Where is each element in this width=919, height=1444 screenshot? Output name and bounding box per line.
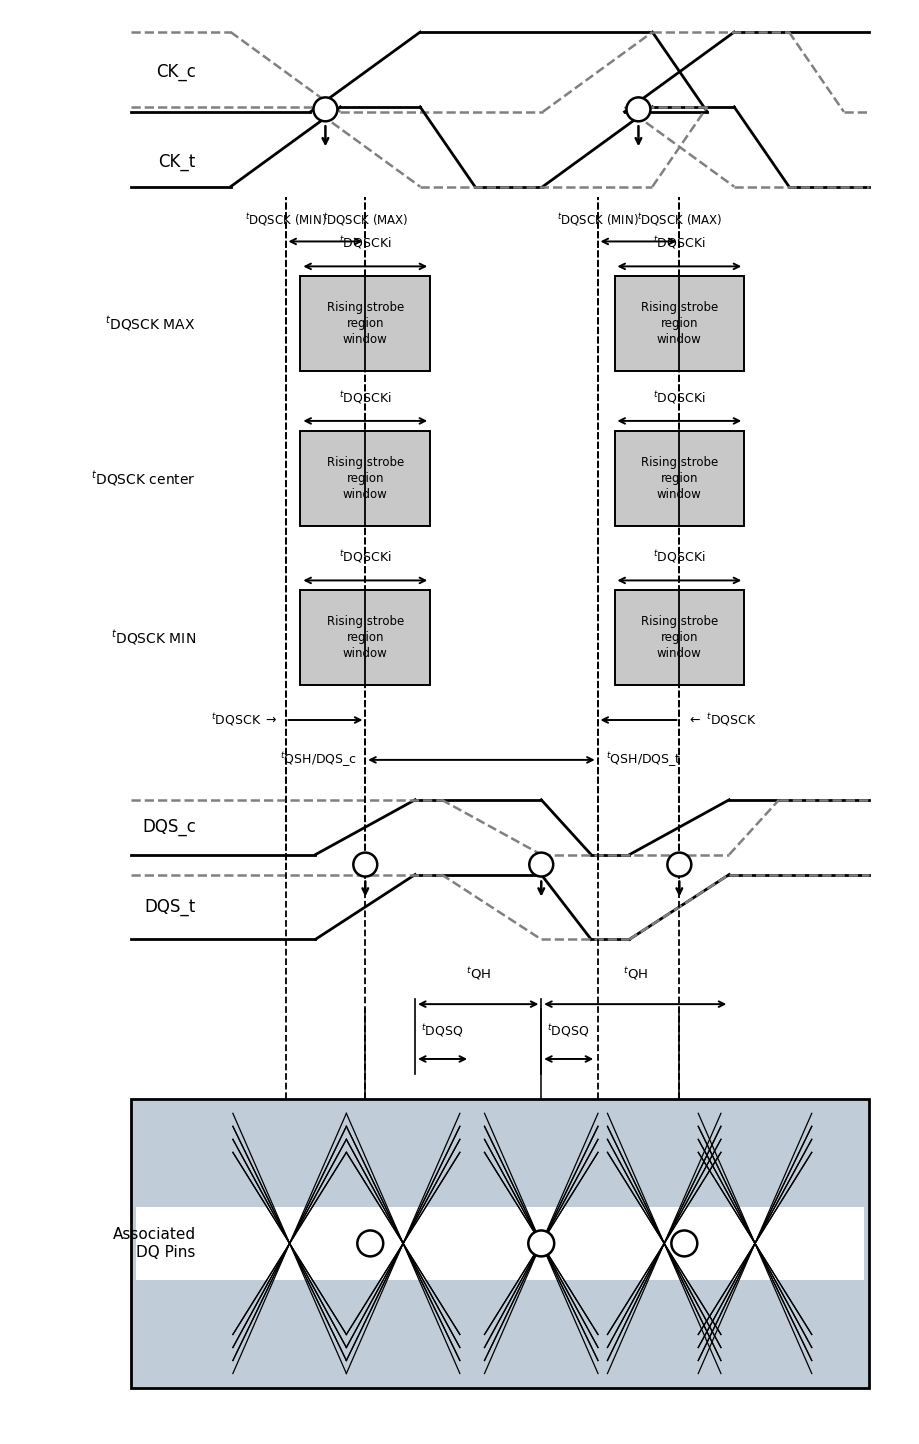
Bar: [614, 276, 743, 371]
Text: $^t$DQSCKi: $^t$DQSCKi: [652, 390, 705, 406]
Text: $^t$DQSQ: $^t$DQSQ: [421, 1022, 463, 1040]
Text: Rising strobe
region
window: Rising strobe region window: [326, 615, 403, 660]
Bar: [614, 430, 743, 526]
Circle shape: [528, 852, 552, 877]
Text: $^t$QSH/DQS_t: $^t$QSH/DQS_t: [605, 751, 680, 770]
Text: Associated
DQ Pins: Associated DQ Pins: [112, 1227, 196, 1259]
Text: Rising strobe
region
window: Rising strobe region window: [640, 456, 717, 501]
Text: $^t$DQSQ: $^t$DQSQ: [547, 1022, 589, 1040]
Circle shape: [353, 852, 377, 877]
Bar: [301, 276, 429, 371]
Text: $^t$DQSCK (MAX): $^t$DQSCK (MAX): [323, 211, 408, 228]
Bar: [301, 591, 429, 684]
Text: DQS_t: DQS_t: [144, 898, 196, 915]
Text: $^t$QH: $^t$QH: [465, 966, 490, 982]
Bar: [301, 430, 429, 526]
Text: $^t$DQSCK (MIN): $^t$DQSCK (MIN): [244, 211, 326, 228]
Circle shape: [313, 97, 337, 121]
Text: $^t$DQSCKi: $^t$DQSCKi: [652, 235, 705, 251]
Text: $^t$DQSCKi: $^t$DQSCKi: [338, 235, 391, 251]
Text: Rising strobe
region
window: Rising strobe region window: [640, 615, 717, 660]
Circle shape: [626, 97, 650, 121]
Text: $^t$DQSCK (MAX): $^t$DQSCK (MAX): [636, 211, 721, 228]
Text: $^t$DQSCKi: $^t$DQSCKi: [652, 549, 705, 566]
Text: $^t$DQSCKi: $^t$DQSCKi: [338, 390, 391, 406]
Text: Rising strobe
region
window: Rising strobe region window: [640, 302, 717, 347]
Text: $^t$DQSCK $\rightarrow$: $^t$DQSCK $\rightarrow$: [210, 712, 278, 728]
Text: $^t$DQSCK center: $^t$DQSCK center: [91, 469, 196, 488]
Text: CK_t: CK_t: [158, 153, 196, 170]
Text: Rising strobe
region
window: Rising strobe region window: [326, 456, 403, 501]
Bar: [136, 1207, 863, 1279]
Text: $^t$QSH/DQS_c: $^t$QSH/DQS_c: [280, 751, 357, 770]
Text: $\leftarrow$ $^t$DQSCK: $\leftarrow$ $^t$DQSCK: [686, 712, 756, 728]
Text: $^t$QH: $^t$QH: [622, 966, 647, 982]
Circle shape: [671, 1230, 697, 1256]
Text: Rising strobe
region
window: Rising strobe region window: [326, 302, 403, 347]
Text: $^t$DQSCK MAX: $^t$DQSCK MAX: [105, 315, 196, 334]
Text: $^t$DQSCK (MIN): $^t$DQSCK (MIN): [556, 211, 638, 228]
Circle shape: [666, 852, 690, 877]
Circle shape: [357, 1230, 383, 1256]
Bar: [614, 591, 743, 684]
Circle shape: [528, 1230, 553, 1256]
Text: $^t$DQSCKi: $^t$DQSCKi: [338, 549, 391, 566]
Bar: [130, 1099, 868, 1388]
Text: DQS_c: DQS_c: [142, 819, 196, 836]
Text: $^t$DQSCK MIN: $^t$DQSCK MIN: [110, 628, 196, 647]
Text: CK_c: CK_c: [155, 64, 196, 81]
